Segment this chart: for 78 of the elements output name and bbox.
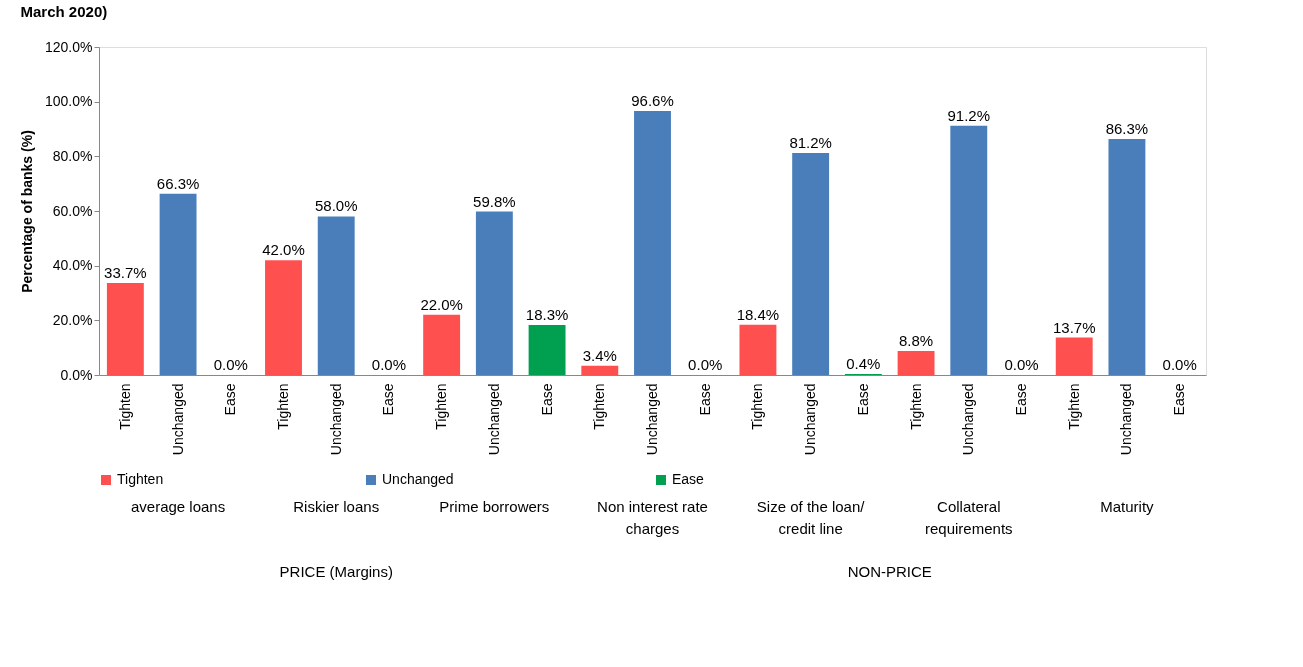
x-tick-label: Ease [696, 383, 713, 416]
data-label: 86.3% [1105, 120, 1149, 138]
data-label: 96.6% [631, 91, 674, 109]
data-label: 8.8% [898, 331, 934, 349]
legend-label: Ease [672, 471, 705, 487]
data-label: 22.0% [420, 295, 463, 313]
data-label: 58.0% [314, 197, 358, 215]
text: average loans [130, 498, 226, 515]
x-tick-label: Tighten [1065, 383, 1082, 430]
data-label: 0.0% [1162, 356, 1197, 373]
x-tick-label: Unchanged [327, 383, 344, 456]
bar [581, 365, 619, 375]
y-axis-title: Percentage of banks (%) [19, 130, 36, 293]
text: Riskier loans [293, 498, 380, 515]
data-label: 18.3% [525, 305, 569, 323]
x-tick-label: Tighten [116, 383, 133, 430]
x-tick-label: Ease [1013, 383, 1029, 416]
bar [792, 153, 830, 375]
bar [106, 282, 144, 375]
chart-title: March 2020) [20, 3, 108, 20]
x-tick-label: Ease [854, 383, 871, 416]
data-label: 0.0% [213, 356, 248, 373]
y-tick-label: 100.0% [45, 93, 93, 110]
y-tick-label: 0.0% [60, 366, 93, 383]
data-label: 0.0% [1004, 356, 1039, 373]
legend-label: Unchanged [382, 471, 454, 487]
bar [528, 324, 566, 375]
bar [1055, 337, 1093, 375]
data-label: 0.0% [371, 356, 407, 373]
x-tick-label: Unchanged [169, 383, 186, 456]
data-label: 0.0% [688, 356, 723, 373]
text: Non interest rate charges [597, 498, 708, 537]
bar [634, 110, 671, 375]
data-label: 59.8% [473, 192, 516, 210]
bar [265, 260, 302, 375]
text: Prime borrowers [439, 498, 550, 515]
bar [475, 211, 513, 375]
text: Maturity [1100, 498, 1155, 515]
data-label: 81.2% [789, 134, 832, 152]
text: Collateral requirements [925, 498, 1013, 537]
x-tick-label: Ease [222, 383, 239, 416]
x-tick-label: Unchanged [960, 383, 977, 456]
y-tick-label: 20.0% [52, 311, 93, 328]
y-tick-label: 120.0% [45, 38, 93, 55]
x-tick-label: Tighten [907, 383, 924, 430]
x-tick-label: Tighten [433, 383, 450, 430]
bar [739, 324, 777, 375]
x-tick-label: Ease [380, 383, 397, 416]
x-tick-label: Tighten [275, 383, 291, 430]
x-tick-label: Unchanged [644, 383, 660, 456]
data-label: 66.3% [156, 174, 200, 192]
x-tick-label: Ease [538, 383, 555, 416]
x-tick-label: Unchanged [802, 383, 819, 456]
y-tick-label: 60.0% [52, 202, 93, 219]
y-tick-label: 80.0% [52, 147, 93, 164]
data-label: 33.7% [104, 263, 147, 281]
text: Size of the loan/ credit line [756, 498, 866, 537]
x-tick-label: Tighten [591, 383, 608, 430]
bar [950, 125, 988, 375]
bar [159, 193, 197, 375]
x-tick-label: Tighten [749, 383, 766, 430]
data-label: 3.4% [582, 346, 617, 364]
legend-label: Tighten [117, 471, 164, 487]
text: PRICE (Margins) [279, 563, 393, 580]
data-label: 42.0% [262, 241, 305, 259]
bar [423, 314, 461, 375]
data-label: 13.7% [1052, 318, 1096, 336]
x-tick-label: Unchanged [485, 383, 502, 456]
text: NON-PRICE [847, 563, 932, 580]
bar [897, 350, 935, 375]
data-label: 18.4% [736, 305, 780, 323]
bar [1108, 139, 1146, 375]
data-label: 91.2% [947, 106, 991, 124]
x-tick-label: Unchanged [1118, 383, 1135, 456]
bar [317, 216, 355, 375]
x-tick-label: Ease [1171, 383, 1188, 416]
data-label: 0.4% [846, 354, 881, 372]
y-tick-label: 40.0% [52, 257, 93, 274]
